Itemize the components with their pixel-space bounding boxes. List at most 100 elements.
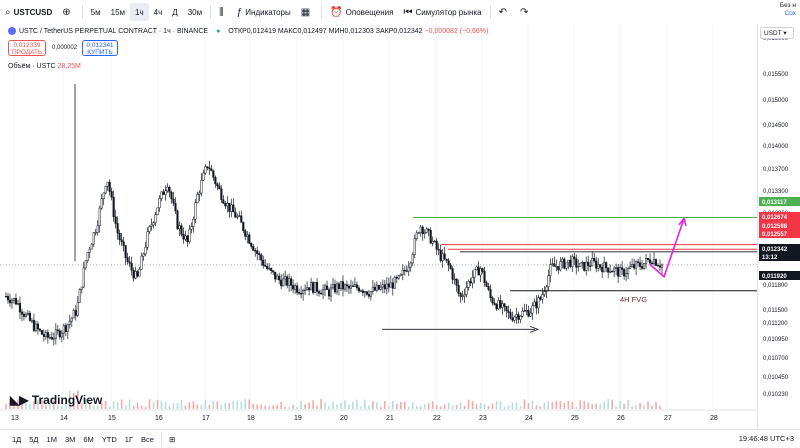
volume-bar (455, 404, 458, 409)
y-tick-label: 0,014000 (763, 144, 789, 150)
ray-arrowhead (529, 325, 540, 333)
volume-bar (272, 405, 274, 409)
volume-bar (37, 399, 39, 409)
candle-body (537, 297, 540, 309)
candle-body (429, 230, 432, 244)
candle-body (329, 287, 333, 297)
forecast-arrowhead (678, 216, 687, 227)
candle-body (533, 301, 536, 307)
compare-button[interactable]: ⊕ (57, 0, 78, 24)
candle-body (146, 231, 149, 248)
templates-button[interactable]: ▦ (296, 0, 318, 24)
candle-body (521, 310, 524, 317)
volume-bar (411, 402, 414, 409)
candle-body (443, 253, 446, 260)
candle-body (499, 300, 502, 308)
ohlc-low: МИН0,012303 (328, 27, 374, 35)
x-tick-label: 16 (155, 415, 163, 422)
interval-1h[interactable]: 1ч (130, 3, 149, 21)
candle-body (266, 265, 269, 270)
range-1y[interactable]: 1Г (124, 434, 134, 444)
range-3m[interactable]: 3М (64, 434, 76, 444)
x-tick-label: 15 (108, 415, 116, 422)
candle-body (465, 287, 468, 295)
volume-bar (17, 399, 19, 409)
interval-5m[interactable]: 5м (90, 7, 101, 17)
candle-body (246, 234, 249, 237)
range-all[interactable]: Все (141, 434, 154, 444)
sell-button[interactable]: 0,012339 ПРОДАТЬ (8, 40, 46, 56)
range-5d[interactable]: 5Д (29, 434, 39, 444)
y-tick-label: 0,014500 (763, 123, 789, 129)
interval-4h[interactable]: 4ч (153, 7, 163, 17)
candle-body (80, 286, 83, 290)
candle-body (198, 192, 201, 195)
chart-type-button[interactable]: ⫼ (214, 0, 232, 24)
interval-15m[interactable]: 15м (110, 7, 126, 17)
candle-body (96, 225, 99, 233)
candle-body (355, 284, 358, 289)
currency-select[interactable]: USDT ▾ (760, 27, 794, 39)
spread-value: 0,000002 (52, 45, 78, 51)
buy-button[interactable]: 0,012341 КУПИТЬ (82, 40, 118, 56)
volume-bar (471, 400, 474, 409)
volume-bar (499, 401, 502, 409)
candle-body (375, 284, 378, 291)
symbol-search[interactable]: ⌕ USTCUSD (0, 0, 57, 24)
candle-body (581, 261, 584, 264)
replay-button[interactable]: ⏮ Симулятор рынка (398, 0, 486, 24)
range-ytd[interactable]: YTD (101, 434, 117, 444)
volume-bar (53, 400, 55, 409)
candle-body (62, 325, 65, 334)
replay-label: Симулятор рынка (415, 7, 482, 17)
candle-body (8, 299, 12, 304)
volume-bar (332, 401, 334, 409)
volume-bar (49, 400, 51, 409)
divider (210, 5, 212, 19)
volume-bar (100, 402, 103, 409)
account-area[interactable]: Без н Сох (780, 2, 796, 18)
range-1m[interactable]: 1М (46, 434, 57, 444)
volume-bar (372, 401, 374, 409)
volume-bar (399, 402, 402, 409)
price-scale[interactable]: 0,016000 0,015500 0,015000 0,014500 0,014000… (757, 24, 800, 429)
candle-body (50, 337, 53, 340)
candle-body (447, 260, 450, 266)
volume-bar (116, 402, 119, 409)
x-tick-label: 22 (433, 415, 441, 422)
candle-body (523, 310, 526, 312)
candle-body (403, 269, 406, 272)
indicators-button[interactable]: ƒ Индикаторы (232, 0, 296, 24)
candle-body (276, 275, 279, 280)
undo-button[interactable]: ↶ (494, 0, 515, 24)
candle-body (228, 202, 231, 212)
date-range-icon[interactable]: ⊞ (168, 434, 176, 444)
volume-bar (563, 403, 566, 409)
volume-bar (567, 400, 570, 409)
candle-body (507, 310, 510, 313)
candle-body (409, 262, 412, 268)
interval-d[interactable]: Д (172, 7, 178, 17)
volume-bar (292, 404, 294, 409)
candle-body (226, 202, 229, 207)
range-6m[interactable]: 6М (83, 434, 94, 444)
candle-body (513, 316, 516, 321)
candle-body (497, 300, 500, 310)
redo-button[interactable]: ↷ (515, 0, 536, 24)
interval-30m[interactable]: 30м (187, 7, 203, 17)
candle-body (270, 267, 273, 271)
alerts-label: Оповещения (345, 7, 394, 17)
price-label-box (759, 252, 800, 261)
candle-body (603, 262, 606, 273)
candle-body (166, 186, 169, 191)
candle-body (110, 191, 113, 198)
candle-body (32, 320, 35, 331)
alerts-button[interactable]: ⏰ Оповещения (325, 0, 398, 24)
candle-body (142, 253, 145, 257)
candle-body (234, 211, 237, 218)
candle-body (68, 320, 71, 325)
y-tick-label: 0,015500 (763, 72, 789, 78)
range-1d[interactable]: 1Д (12, 434, 22, 444)
price-chart[interactable]: 4H FVG 13 14 15 16 17 18 19 20 21 22 23 24 25 26 27 28 (0, 24, 757, 429)
candle-body (302, 290, 305, 294)
